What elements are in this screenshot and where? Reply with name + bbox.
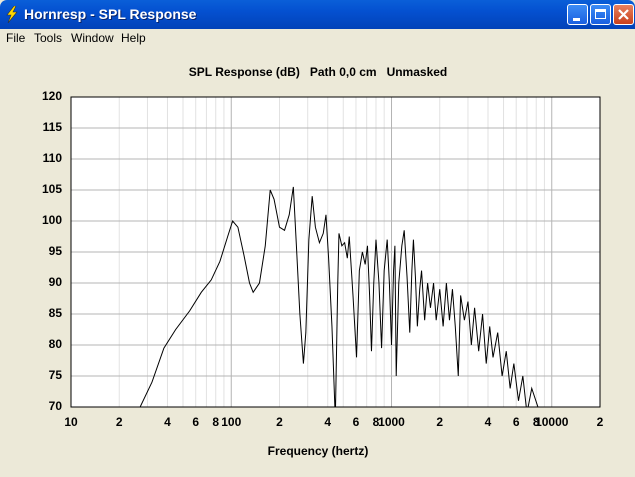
x-tick-label: 4 xyxy=(164,415,171,429)
x-tick-label: 8 xyxy=(212,415,219,429)
y-tick-label: 70 xyxy=(49,399,63,413)
title-bar: Hornresp - SPL Response xyxy=(0,0,635,29)
x-tick-label: 4 xyxy=(324,415,331,429)
x-tick-label: 10000 xyxy=(535,415,569,429)
x-tick-label: 2 xyxy=(276,415,283,429)
menu-item[interactable]: File xyxy=(6,31,26,45)
x-tick-label: 2 xyxy=(436,415,443,429)
maximize-button[interactable] xyxy=(590,4,611,25)
series xyxy=(139,186,539,407)
y-tick-label: 90 xyxy=(49,275,63,289)
chart: SPL Response (dB) Path 0,0 cm Unmasked F… xyxy=(42,65,604,458)
y-tick-label: 110 xyxy=(43,151,63,165)
x-tick-label: 6 xyxy=(513,415,520,429)
y-tick-label: 75 xyxy=(49,368,63,382)
x-tick-label: 4 xyxy=(485,415,492,429)
minimize-button[interactable] xyxy=(567,4,588,25)
y-tick-label: 85 xyxy=(49,306,63,320)
menu-item[interactable]: Window xyxy=(71,31,114,45)
app-icon xyxy=(6,6,18,23)
y-tick-label: 100 xyxy=(42,213,62,227)
x-tick-label: 10 xyxy=(64,415,78,429)
window-title: Hornresp - SPL Response xyxy=(24,6,197,22)
plot-frame xyxy=(70,96,601,408)
x-tick-label: 8 xyxy=(373,415,380,429)
menu-item[interactable]: Tools xyxy=(34,31,63,45)
x-tick-label: 6 xyxy=(192,415,199,429)
y-tick-label: 80 xyxy=(49,337,63,351)
menu-item[interactable]: Help xyxy=(121,31,146,45)
y-tick-label: 120 xyxy=(42,89,62,103)
x-axis-label: Frequency (hertz) xyxy=(268,444,369,458)
x-tick-label: 2 xyxy=(116,415,123,429)
x-tick-label: 8 xyxy=(533,415,540,429)
x-tick-label: 6 xyxy=(353,415,360,429)
menu-bar: File Tools Window Help xyxy=(0,29,635,47)
x-tick-label: 2 xyxy=(597,415,604,429)
y-tick-label: 115 xyxy=(43,120,63,134)
y-tick-label: 105 xyxy=(42,182,62,196)
close-button[interactable] xyxy=(613,4,634,25)
x-tick-label: 1000 xyxy=(378,415,405,429)
y-tick-label: 95 xyxy=(49,244,63,258)
response-line xyxy=(139,186,539,407)
chart-title: SPL Response (dB) Path 0,0 cm Unmasked xyxy=(189,65,448,79)
x-tick-label: 100 xyxy=(221,415,241,429)
